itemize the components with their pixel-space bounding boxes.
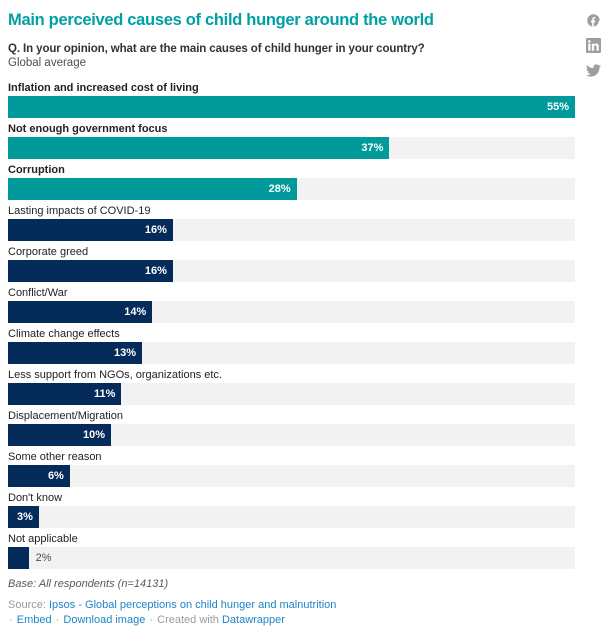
bar-value-label: 3%: [17, 511, 33, 523]
bar-track: 3%: [8, 506, 575, 528]
linkedin-share-button[interactable]: [586, 38, 601, 53]
bar-label: Corporate greed: [8, 246, 89, 258]
bar-track: 37%: [8, 137, 575, 159]
bar-track: 11%: [8, 383, 575, 405]
chart-subtitle: Global average: [8, 57, 86, 69]
bar: 3%: [8, 506, 39, 528]
bar-label: Not applicable: [8, 533, 78, 545]
bar-row: Not applicable 2%: [8, 533, 575, 569]
bar: 37%: [8, 137, 390, 159]
bar-track: 16%: [8, 219, 575, 241]
bar-row: Not enough government focus 37%: [8, 123, 575, 159]
bar-label: Some other reason: [8, 451, 102, 463]
bar-value-label: 11%: [93, 388, 116, 400]
bar-track: 28%: [8, 178, 575, 200]
bar-row: Lasting impacts of COVID-19 16%: [8, 205, 575, 241]
separator: ·: [55, 614, 60, 626]
bar-value-label: 16%: [144, 265, 167, 277]
embed-link[interactable]: Embed: [16, 614, 52, 626]
linkedin-icon: [586, 38, 601, 53]
facebook-share-button[interactable]: [586, 13, 601, 28]
bar: 16%: [8, 219, 173, 241]
bar-row: Don't know 3%: [8, 492, 575, 528]
bar-track: 6%: [8, 465, 575, 487]
bar: 14%: [8, 301, 153, 323]
bar: 2%: [8, 547, 52, 569]
source-line: Source: Ipsos - Global perceptions on ch…: [8, 598, 601, 613]
source-link[interactable]: Ipsos - Global perceptions on child hung…: [48, 599, 337, 611]
bar-row: Some other reason 6%: [8, 451, 575, 487]
bar-label: Conflict/War: [8, 287, 68, 299]
bar-label: Not enough government focus: [8, 123, 168, 135]
bar: 10%: [8, 424, 112, 446]
bar-value-label: 16%: [144, 224, 167, 236]
bar: 6%: [8, 465, 70, 487]
bar-track: 10%: [8, 424, 575, 446]
separator: ·: [149, 614, 154, 626]
bar: 11%: [8, 383, 122, 405]
bar-value-label: 37%: [361, 142, 384, 154]
base-note: Base: All respondents (n=14131): [8, 578, 169, 590]
datawrapper-link[interactable]: Datawrapper: [221, 614, 285, 626]
bar-value-label: 10%: [83, 429, 106, 441]
bar-label: Corruption: [8, 164, 65, 176]
bar-label: Climate change effects: [8, 328, 120, 340]
bar-chart: Inflation and increased cost of living 5…: [8, 82, 575, 569]
bar-row: Climate change effects 13%: [8, 328, 575, 364]
bar-row: Displacement/Migration 10%: [8, 410, 575, 446]
bar-track: 13%: [8, 342, 575, 364]
bar-track: 55%: [8, 96, 575, 118]
bar-label: Displacement/Migration: [8, 410, 123, 422]
bar-track: 2%: [8, 547, 575, 569]
bar-row: Inflation and increased cost of living 5…: [8, 82, 575, 118]
bar: 28%: [8, 178, 297, 200]
bar-track: 14%: [8, 301, 575, 323]
bar-track: 16%: [8, 260, 575, 282]
footer-links-line: · Embed · Download image · Created with …: [8, 613, 601, 628]
source-label: Source:: [8, 599, 46, 611]
bar: 16%: [8, 260, 173, 282]
twitter-share-button[interactable]: [586, 63, 601, 78]
page-title: Main perceived causes of child hunger ar…: [8, 11, 434, 29]
download-image-link[interactable]: Download image: [63, 614, 146, 626]
bar-label: Don't know: [8, 492, 63, 504]
bar-label: Lasting impacts of COVID-19: [8, 205, 151, 217]
bar-value-label: 6%: [47, 470, 64, 482]
twitter-icon: [586, 64, 601, 77]
bar-label: Less support from NGOs, organizations et…: [8, 369, 222, 381]
bar-value-label: 28%: [268, 183, 291, 195]
bar-value-label: 2%: [35, 552, 52, 564]
bar-value-label: 55%: [546, 101, 569, 113]
share-buttons: [586, 13, 601, 78]
bar-label: Inflation and increased cost of living: [8, 82, 199, 94]
bar-row: Corruption 28%: [8, 164, 575, 200]
separator: ·: [9, 614, 13, 626]
created-with-label: Created with: [157, 614, 219, 626]
bar-value-label: 13%: [113, 347, 137, 359]
bar-row: Corporate greed 16%: [8, 246, 575, 282]
bar: 55%: [8, 96, 575, 118]
bar-row: Less support from NGOs, organizations et…: [8, 369, 575, 405]
bar: 13%: [8, 342, 143, 364]
bar-value-label: 14%: [124, 306, 147, 318]
facebook-icon: [587, 14, 600, 27]
bar-row: Conflict/War 14%: [8, 287, 575, 323]
chart-footer: Source: Ipsos - Global perceptions on ch…: [8, 598, 601, 628]
chart-question: Q. In your opinion, what are the main ca…: [8, 43, 425, 55]
